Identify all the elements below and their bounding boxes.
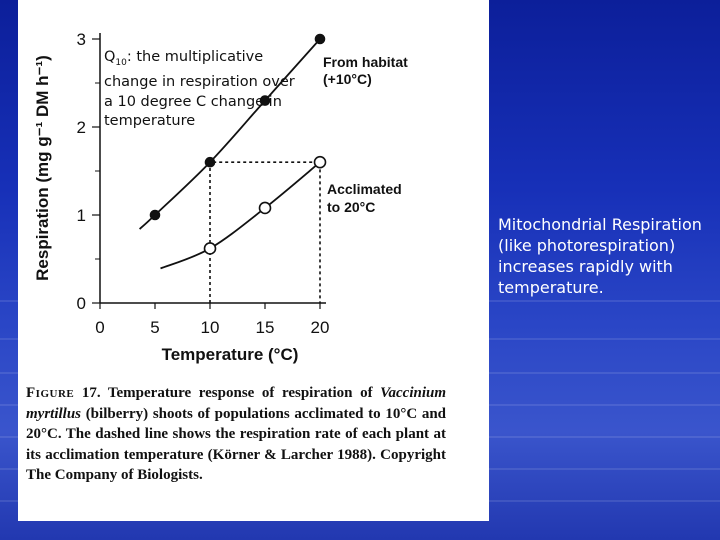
tick-labels: 0 1 2 3 0 5 10 15 20 [77,30,330,337]
series-1-point-1 [258,201,272,215]
legend-acclimated-line1: Acclimated [327,181,402,197]
y-tick-label-1: 1 [77,206,86,225]
data-markers [149,33,327,255]
series-0-point-1 [204,156,216,168]
series-0-point-0 [149,209,161,221]
respiration-chart: 0 1 2 3 0 5 10 15 20 Temperature (°C) Respiratio… [33,30,408,364]
slide-side-text: Mitochondrial Respiration (like photores… [498,215,702,297]
acclimation-dashed-line [209,161,321,303]
y-tick-label-3: 3 [77,30,86,49]
x-tick-label-1: 5 [150,318,159,337]
y-tick-label-0: 0 [77,294,86,313]
x-tick-label-0: 0 [95,318,104,337]
caption-species: Vaccinium myrtillus [26,385,447,422]
figure-label: Figure [26,385,75,401]
figure-panel: 0 1 2 3 0 5 10 15 20 Temperature (°C) Respiratio… [18,0,489,521]
caption-text-2: (bilberry) shoots of populations acclima… [26,405,447,484]
q10-subscript: 10 [115,57,127,68]
legend-from-habitat-line1: From habitat [323,54,408,70]
figure-caption: Figure 17. Temperature response of respi… [26,383,446,486]
legend-acclimated-line2: to 20°C [327,199,375,215]
x-axis-label: Temperature (°C) [162,345,299,364]
series-0-point-2 [259,95,271,106]
x-tick-label-2: 10 [201,318,220,337]
series-1-point-2 [313,155,327,169]
legend-from-habitat-line2: (+10°C) [323,71,372,87]
series-1-point-0 [203,242,217,255]
q10-definition-note: Q10: the multiplicative change in respir… [104,48,304,132]
dashed-acclimation-path [209,161,321,303]
y-axis-label: Respiration (mg g⁻¹ DM h⁻¹) [33,55,52,281]
chart-axes [92,33,326,309]
series-line-1 [160,161,321,270]
q10-symbol: Q [104,49,116,65]
x-tick-label-4: 20 [311,318,330,337]
q10-definition-text: : the multiplicative change in respirati… [104,49,295,130]
caption-text-1: Temperature response of respiration of [107,385,373,401]
y-tick-label-2: 2 [77,118,86,137]
series-0-point-3 [314,33,326,45]
x-tick-label-3: 15 [256,318,275,337]
figure-number: 17. [81,385,101,401]
